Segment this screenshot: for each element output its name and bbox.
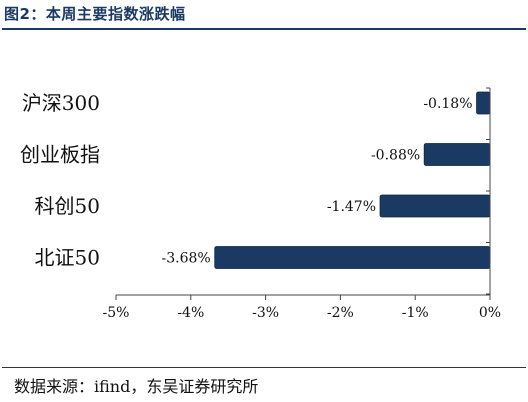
data-label: -3.68%: [162, 251, 211, 267]
category-label: 北证50: [35, 246, 100, 270]
bar-chart: -0.18% 沪深300 -0.88% 创业板指 -1.47% 科创50 -3.68% 北证5…: [20, 87, 501, 321]
source-note: 数据来源：ifind，东吴证券研究所: [14, 377, 259, 396]
x-tick-label: -5%: [103, 305, 130, 321]
data-label: -1.47%: [327, 199, 376, 215]
bar: [476, 91, 491, 115]
bar: [423, 143, 491, 166]
source-rule: [2, 367, 526, 368]
category-label: 创业板指: [20, 143, 100, 167]
category-label: 科创50: [35, 194, 100, 218]
category-label: 沪深300: [22, 91, 100, 115]
bar: [214, 246, 491, 269]
data-label: -0.88%: [371, 148, 420, 164]
x-tick-label: -4%: [177, 305, 204, 321]
figure-title: 图2：本周主要指数涨跌幅: [4, 5, 186, 23]
bar: [379, 194, 491, 218]
data-label: -0.18%: [423, 96, 472, 112]
x-tick-label: -1%: [402, 305, 429, 321]
x-tick-label: 0%: [479, 305, 501, 321]
x-tick-label: -3%: [252, 305, 279, 321]
x-tick-label: -2%: [327, 305, 354, 321]
title-rule: [2, 28, 526, 30]
